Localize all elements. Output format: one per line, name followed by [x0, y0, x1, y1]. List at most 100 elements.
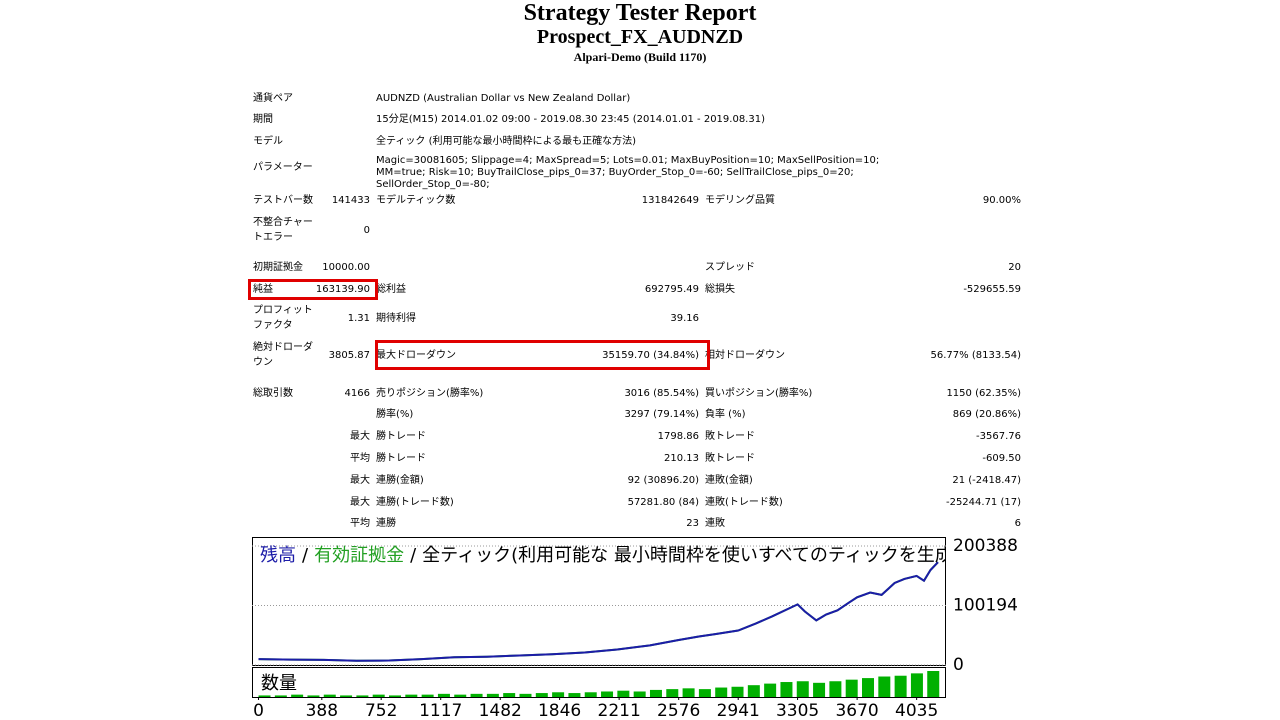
stat-label: 相対ドローダウン — [705, 349, 785, 361]
stat-label: 総取引数 — [253, 387, 293, 399]
y-tick-label: 100194 — [953, 595, 1018, 615]
stat-label: 買いポジション(勝率%) — [705, 387, 813, 399]
stat-label: モデルティック数 — [376, 194, 456, 206]
stat-value: 131842649 — [641, 194, 699, 206]
stat-value: 35159.70 (34.84%) — [602, 349, 699, 361]
volume-bar — [764, 683, 777, 697]
volume-bar — [437, 693, 450, 697]
volume-bar — [813, 682, 826, 697]
stat-value: 平均 — [350, 452, 370, 464]
stat-label: 連敗(金額) — [705, 474, 753, 486]
stat-value: 3297 (79.14%) — [624, 408, 699, 420]
volume-bar — [291, 694, 304, 697]
stat-label: 純益 — [253, 283, 273, 295]
volume-bar — [405, 694, 418, 697]
stat-value: 21 (-2418.47) — [952, 474, 1021, 486]
stat-value: -609.50 — [982, 452, 1021, 464]
volume-bar — [307, 695, 320, 697]
volume-bar — [682, 688, 695, 697]
stat-label: 不整合チャートエラー — [253, 217, 313, 243]
stat-label: 売りポジション(勝率%) — [376, 387, 484, 399]
volume-bar — [535, 693, 548, 697]
x-tick-label: 3670 — [835, 701, 878, 720]
volume-bar — [666, 689, 679, 697]
stat-label: 勝トレード — [376, 452, 426, 464]
info-label: パラメーター — [253, 162, 313, 173]
report-subtitle: Prospect_FX_AUDNZD — [536, 26, 744, 48]
volume-bar — [470, 693, 483, 697]
stat-value: 692795.49 — [644, 283, 699, 295]
stat-value: 最大 — [350, 430, 370, 442]
server: Alpari-Demo (Build 1170) — [573, 50, 707, 64]
volume-bar — [649, 689, 662, 697]
volume-bar — [584, 692, 597, 697]
stat-value: 10000.00 — [322, 261, 370, 273]
x-tick-label: 388 — [306, 701, 338, 720]
volume-bar — [601, 691, 614, 697]
stat-value: 最大 — [350, 496, 370, 508]
x-tick-label: 1117 — [419, 701, 462, 720]
volume-bar — [780, 682, 793, 697]
stat-value: 57281.80 (84) — [627, 496, 699, 508]
stat-value: 0 — [363, 224, 370, 236]
volume-bar — [829, 681, 842, 697]
stat-label: 総利益 — [376, 283, 406, 295]
stat-value: -3567.76 — [976, 430, 1021, 442]
stat-value: 869 (20.86%) — [952, 408, 1021, 420]
stat-label: 絶対ドローダウン — [253, 342, 313, 368]
x-tick-label: 752 — [365, 701, 397, 720]
info-value: AUDNZD (Australian Dollar vs New Zealand… — [376, 93, 631, 104]
legend-separator: / — [302, 545, 309, 566]
volume-bar — [503, 693, 516, 697]
stat-label: 連敗(トレード数) — [705, 496, 783, 508]
stat-label: 負率 (%) — [705, 408, 746, 420]
stat-label: 期待利得 — [376, 312, 416, 324]
volume-bar — [910, 673, 923, 697]
legend: 残高 / 有効証拠金 / 全ティック(利用可能な 最小時間枠を使いすべてのティックを生成… — [260, 545, 1043, 566]
stat-value: -529655.59 — [963, 283, 1021, 295]
stat-value: 3805.87 — [328, 349, 370, 361]
volume-bar — [258, 695, 271, 697]
volume-bar — [568, 693, 581, 697]
x-tick-label: 1482 — [479, 701, 522, 720]
stat-value: 3016 (85.54%) — [624, 387, 699, 399]
volume-bar — [617, 690, 630, 697]
stat-label: 連勝(トレード数) — [376, 496, 454, 508]
volume-bar — [372, 694, 385, 697]
stat-label: 連勝 — [376, 517, 396, 529]
volume-bar — [389, 695, 402, 697]
stat-value: 39.16 — [670, 312, 699, 324]
stat-label: スプレッド — [705, 261, 755, 273]
x-tick-label: 2941 — [717, 701, 760, 720]
volume-bar — [698, 689, 711, 697]
y-tick-label: 0 — [953, 655, 964, 675]
stat-label: 総損失 — [705, 283, 735, 295]
legend-separator: / — [410, 545, 417, 566]
stat-label: 連勝(金額) — [376, 474, 424, 486]
volume-bar — [356, 695, 369, 697]
stat-value: 4166 — [344, 387, 370, 399]
volume-bar — [878, 676, 891, 697]
info-value: 15分足(M15) 2014.01.02 09:00 - 2019.08.30 … — [376, 114, 765, 125]
stat-value: 1.31 — [347, 312, 370, 324]
volume-bar — [454, 694, 467, 697]
stat-value: 163139.90 — [315, 283, 370, 295]
stat-label: 勝率(%) — [376, 408, 414, 420]
stat-label: 敗トレード — [705, 430, 755, 442]
volume-bar — [486, 693, 499, 697]
volume-bar — [731, 686, 744, 697]
info-value: 全ティック (利用可能な最小時間枠による最も正確な方法) — [376, 136, 637, 147]
stat-value: 1798.86 — [657, 430, 699, 442]
x-tick-label: 2211 — [598, 701, 641, 720]
x-tick-label: 1846 — [538, 701, 581, 720]
volume-bar — [927, 671, 940, 697]
volume-bar — [715, 687, 728, 697]
volume-bar — [845, 679, 858, 697]
volume-bar — [894, 675, 907, 697]
info-label: 通貨ペア — [253, 93, 293, 104]
stat-label: 初期証拠金 — [253, 261, 303, 273]
volume-bar — [519, 693, 532, 697]
plot-area: 残高 / 有効証拠金 / 全ティック(利用可能な 最小時間枠を使いすべてのティックを生成… — [258, 545, 1043, 662]
